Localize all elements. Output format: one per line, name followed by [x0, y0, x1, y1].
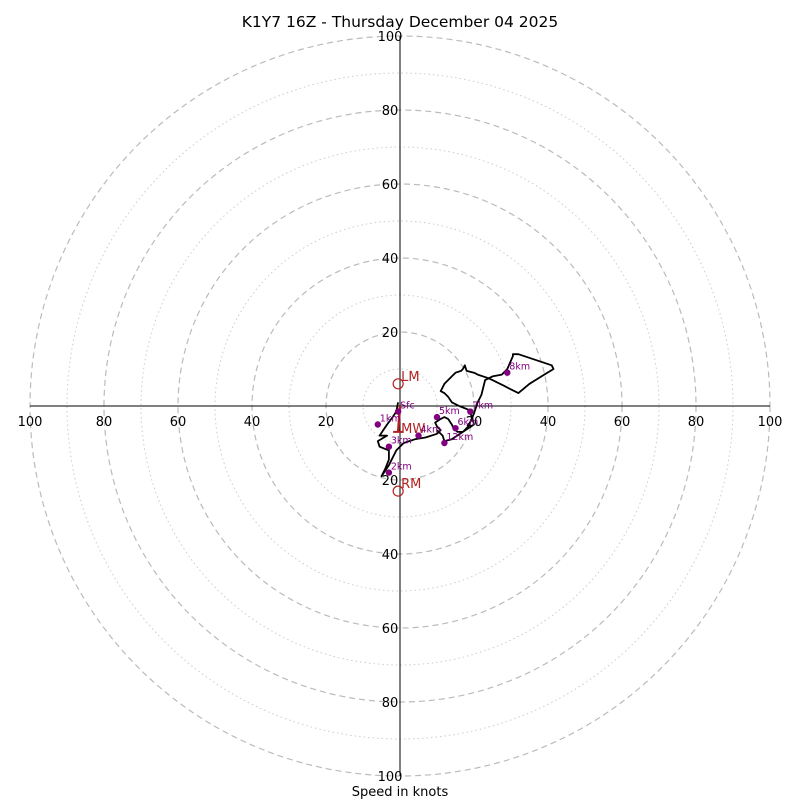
y-tick-label: 20 — [382, 326, 399, 341]
height-label: 12km — [446, 432, 473, 443]
x-tick-label: 60 — [614, 415, 631, 430]
y-tick-label: 100 — [378, 30, 403, 45]
x-tick-label: 80 — [688, 415, 705, 430]
x-axis-label: Speed in knots — [352, 785, 449, 800]
height-point — [374, 421, 381, 428]
lm-label: LM — [401, 370, 419, 385]
x-tick-label: 80 — [96, 415, 113, 430]
y-tick-label: 100 — [378, 770, 403, 785]
height-label: 7km — [472, 401, 493, 412]
y-tick-label: 40 — [382, 548, 399, 563]
height-label: 5km — [439, 406, 460, 417]
height-point — [385, 469, 393, 476]
height-point — [394, 408, 402, 415]
height-label: 1km — [380, 414, 401, 425]
height-label: 2km — [391, 462, 412, 473]
height-point — [452, 425, 459, 432]
y-tick-label: 20 — [382, 474, 399, 489]
rm-label: RM — [401, 477, 421, 492]
height-label: 3km — [391, 436, 412, 447]
y-tick-label: 80 — [382, 104, 399, 119]
height-label: 4km — [421, 425, 442, 436]
height-label: Sfc — [400, 401, 415, 412]
x-tick-label: 60 — [170, 415, 187, 430]
x-tick-label: 40 — [244, 415, 261, 430]
y-tick-label: 60 — [382, 178, 399, 193]
rm-marker — [392, 485, 404, 497]
height-point — [467, 408, 474, 415]
height-point — [433, 413, 441, 421]
height-point — [385, 443, 393, 450]
height-point — [415, 432, 422, 439]
x-tick-label: 100 — [18, 415, 43, 430]
lm-marker — [392, 378, 404, 390]
axis-tick-labels: 100 80 60 40 20 20 40 60 80 100100806040202040608… — [18, 30, 783, 785]
height-point — [441, 439, 448, 447]
x-tick-label: 20 — [318, 415, 335, 430]
x-tick-label: 100 — [758, 415, 783, 430]
height-label: 8km — [509, 362, 530, 373]
y-tick-label: 80 — [382, 696, 399, 711]
height-label: 6km — [458, 417, 479, 428]
chart-title: K1Y7 16Z - Thursday December 04 2025 — [242, 13, 558, 31]
y-tick-label: 60 — [382, 622, 399, 637]
height-point — [504, 369, 511, 376]
y-tick-label: 40 — [382, 252, 399, 267]
x-tick-label: 40 — [540, 415, 557, 430]
